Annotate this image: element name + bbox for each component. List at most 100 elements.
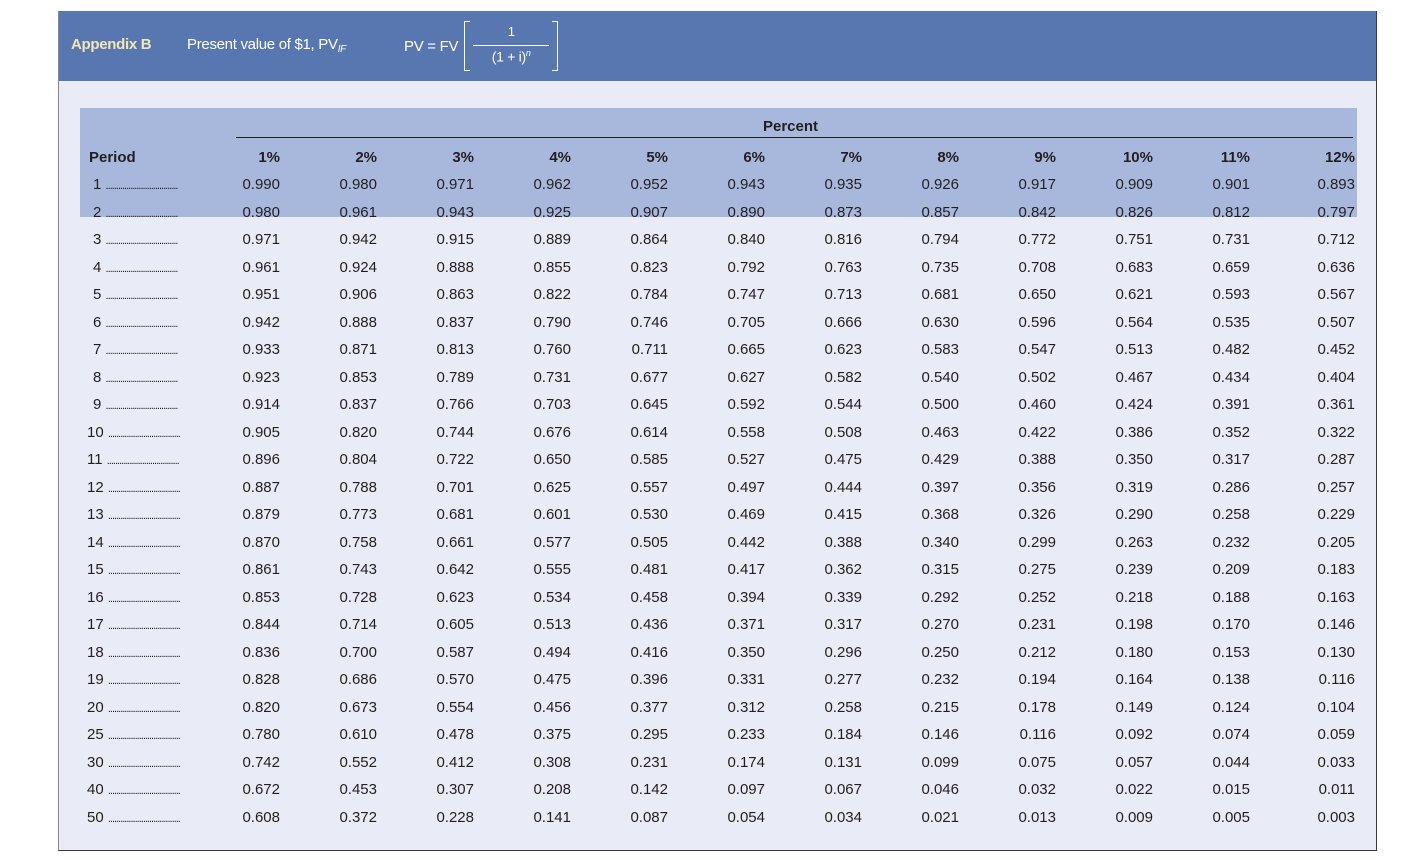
pv-factor-cell: 0.456	[533, 698, 571, 716]
table-row: 13 ................................... 0.…	[59, 506, 1376, 533]
period-cell: 9 ...................................	[87, 396, 207, 413]
pv-factor-cell: 0.005	[1212, 808, 1250, 826]
pv-factor-cell: 0.317	[1212, 451, 1250, 468]
pv-factor-cell: 0.623	[824, 341, 862, 358]
period-number: 12	[87, 478, 104, 496]
pv-factor-cell: 0.744	[436, 423, 474, 441]
pv-factor-cell: 0.735	[921, 258, 959, 276]
rate-column-header: 12%	[1324, 149, 1355, 166]
pv-factor-cell: 0.460	[1018, 396, 1056, 413]
pv-factor-cell: 0.331	[727, 671, 765, 688]
table-row: 19 ................................... 0.…	[59, 671, 1376, 698]
pv-factor-cell: 0.153	[1212, 643, 1250, 661]
pv-factor-cell: 0.621	[1115, 286, 1153, 303]
pv-factor-cell: 0.943	[727, 176, 765, 193]
pv-factor-cell: 0.292	[921, 588, 959, 606]
period-cell: 15 ...................................	[87, 561, 207, 578]
period-number: 25	[87, 726, 104, 743]
pv-factor-cell: 0.296	[824, 643, 862, 661]
pv-factor-cell: 0.356	[1018, 478, 1056, 496]
pv-factor-cell: 0.554	[436, 698, 474, 716]
pv-factor-cell: 0.231	[630, 753, 668, 771]
rate-column-header: 4%	[549, 149, 571, 166]
pv-factor-cell: 0.864	[630, 231, 668, 248]
pv-factor-cell: 0.530	[630, 506, 668, 523]
pv-factor-cell: 0.513	[533, 616, 571, 633]
leader-dots: ...................................	[105, 235, 179, 247]
pv-factor-cell: 0.924	[339, 258, 377, 276]
table-row: 2 ................................... 0.9…	[59, 204, 1376, 231]
table-row: 3 ................................... 0.9…	[59, 231, 1376, 258]
pv-factor-cell: 0.508	[824, 423, 862, 441]
table-row: 20 ................................... 0.…	[59, 699, 1376, 726]
pv-factor-cell: 0.853	[339, 368, 377, 386]
pv-factor-cell: 0.857	[921, 203, 959, 221]
pv-factor-cell: 0.388	[1018, 451, 1056, 468]
pv-factor-cell: 0.836	[242, 643, 280, 661]
pv-factor-cell: 0.914	[242, 396, 280, 413]
table-row: 7 ................................... 0.9…	[59, 341, 1376, 368]
pv-factor-cell: 0.232	[921, 671, 959, 688]
pv-factor-cell: 0.544	[824, 396, 862, 413]
pv-factor-cell: 0.146	[921, 726, 959, 743]
pv-factor-cell: 0.552	[339, 753, 377, 771]
pv-factor-cell: 0.116	[1318, 671, 1355, 688]
pv-factor-cell: 0.388	[824, 533, 862, 551]
pv-factor-cell: 0.059	[1317, 726, 1355, 743]
pv-factor-cell: 0.665	[727, 341, 765, 358]
table-row: 16 ................................... 0.…	[59, 589, 1376, 616]
pv-factor-cell: 0.046	[921, 781, 959, 798]
pv-factor-cell: 0.352	[1212, 423, 1250, 441]
pv-factor-cell: 0.368	[921, 506, 959, 523]
pv-factor-cell: 0.257	[1317, 478, 1355, 496]
pv-factor-cell: 0.361	[1317, 396, 1355, 413]
pv-factor-cell: 0.011	[1318, 781, 1355, 798]
pv-factor-cell: 0.233	[727, 726, 765, 743]
pv-factor-cell: 0.507	[1317, 313, 1355, 331]
pv-factor-cell: 0.500	[921, 396, 959, 413]
pv-factor-cell: 0.375	[533, 726, 571, 743]
pv-factor-cell: 0.350	[1115, 451, 1153, 468]
pv-factor-cell: 0.773	[339, 506, 377, 523]
pv-factor-cell: 0.887	[242, 478, 280, 496]
pv-factor-cell: 0.558	[727, 423, 765, 441]
pv-factor-cell: 0.319	[1115, 478, 1153, 496]
pv-factor-cell: 0.585	[630, 451, 668, 468]
pv-factor-cell: 0.625	[533, 478, 571, 496]
pv-factor-cell: 0.170	[1212, 616, 1250, 633]
pv-factor-cell: 0.540	[921, 368, 959, 386]
pv-factor-cell: 0.659	[1212, 258, 1250, 276]
leader-dots: ...................................	[105, 290, 179, 302]
pv-factor-cell: 0.961	[242, 258, 280, 276]
title-subscript: IF	[337, 44, 347, 55]
formula-den-base: (1 + i)	[491, 48, 526, 65]
period-cell: 20 ...................................	[87, 699, 207, 716]
period-cell: 12 ...................................	[87, 479, 207, 496]
period-number: 7	[93, 341, 102, 358]
pv-factor-cell: 0.681	[921, 286, 959, 303]
pv-factor-cell: 0.673	[339, 698, 377, 716]
pv-factor-cell: 0.722	[436, 451, 474, 468]
pv-factor-cell: 0.879	[242, 506, 280, 523]
leader-dots: ...................................	[107, 620, 181, 632]
period-number: 40	[87, 781, 104, 798]
rate-column-header: 10%	[1122, 149, 1153, 166]
leader-dots: ...................................	[105, 400, 179, 412]
period-cell: 14 ...................................	[87, 534, 207, 551]
rate-column-header: 2%	[355, 149, 377, 166]
pv-factor-cell: 0.587	[436, 643, 474, 661]
pv-factor-cell: 0.032	[1018, 781, 1056, 798]
leader-dots: ...................................	[105, 372, 179, 385]
rate-column-header: 6%	[743, 149, 765, 166]
pv-factor-cell: 0.163	[1317, 588, 1355, 606]
leader-dots: ...................................	[107, 730, 181, 742]
pv-factor-cell: 0.583	[921, 341, 959, 358]
pv-factor-cell: 0.915	[436, 231, 474, 248]
formula-lhs: PV = FV	[404, 37, 459, 55]
pv-factor-cell: 0.299	[1018, 533, 1056, 551]
pv-factor-cell: 0.758	[339, 533, 377, 551]
table-row: 5 ................................... 0.9…	[59, 286, 1376, 313]
period-number: 11	[87, 451, 103, 468]
pv-factor-cell: 0.394	[727, 588, 765, 606]
pv-factor-cell: 0.820	[339, 423, 377, 441]
